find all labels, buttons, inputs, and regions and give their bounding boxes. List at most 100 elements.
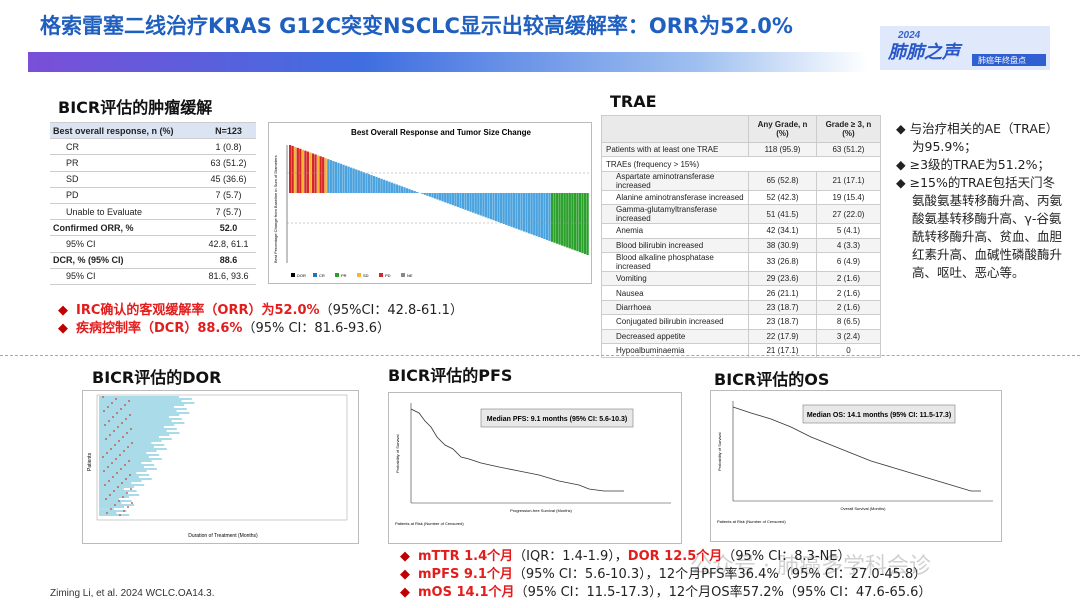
bullet-text: （95% CI：8.3-NE） [722,549,851,564]
table-cell: 63 (51.2) [815,141,882,158]
table-cell: Alanine aminotransferase increased [600,189,750,206]
event-dot [114,444,116,446]
event-dot [126,432,128,434]
table-cell: SD [50,170,202,188]
x-axis-label: Progression-free Survival (Months) [510,508,572,513]
waterfall-bar [507,193,510,226]
table-cell: Confirmed ORR, % [50,219,202,237]
bullet-text: ≥15%的TRAE包括天门冬氨酸氨基转移酶升高、丙氨酸氨基转移酶升高、γ-谷氨酰… [909,175,1063,280]
waterfall-bar [578,193,582,253]
table-cell: Decreased appetite [600,328,750,344]
waterfall-bar [413,191,416,193]
table-row: 95% CI 42.8, 61.1 [50,235,256,253]
event-dot [111,462,113,464]
event-dot [106,452,108,454]
separator [0,355,1080,356]
event-dot [123,450,125,452]
citation: Ziming Li, et al. 2024 WCLC.OA14.3. [50,588,215,599]
event-dot [113,430,115,432]
table-cell: 19 (15.4) [815,189,882,206]
event-dot [124,404,126,406]
event-dot [115,398,117,400]
waterfall-bar [464,193,467,210]
header-stripe [28,52,868,72]
x-axis-label: Overall Survival (Months) [841,506,887,511]
waterfall-bar [421,193,424,194]
table-cell: 118 (95.9) [748,141,817,158]
table-row: Gamma-glutamyltransferase increased 51 (4… [600,204,882,225]
slide-title: 格索雷塞二线治疗KRAS G12C突变NSCLC显示出较高缓解率：ORR为52.… [40,14,793,38]
table-row: Diarrhoea 23 (18.7) 2 (1.6) [600,299,882,316]
waterfall-bar [377,177,381,193]
event-dot [129,414,131,416]
table-row: CR 1 (0.8) [50,138,256,156]
event-dot [128,460,130,462]
event-dot [121,422,123,424]
waterfall-bar [456,193,460,208]
waterfall-bar [449,193,452,205]
waterfall-bar [367,174,371,193]
waterfall-bar [505,193,508,225]
section-heading: BICR评估的肿瘤缓解 [58,98,213,117]
waterfall-bar [352,168,355,193]
waterfall-bar [431,193,434,198]
table-cell: Best overall response, n (%) [50,121,202,140]
event-dot [118,500,120,502]
table-row: Unable to Evaluate 7 (5.7) [50,202,256,221]
bullet-highlight: mTTR 1.4个月 [418,549,514,564]
table-row: Decreased appetite 22 (17.9) 3 (2.4) [600,328,882,344]
waterfall-bar [403,187,406,193]
table-cell: 4 (3.3) [815,237,882,253]
waterfall-bar [362,172,366,193]
waterfall-bar [479,193,482,216]
section-heading: TRAE [610,92,657,111]
figure-legend: DOR CR PR SD PD NE [291,273,413,278]
waterfall-bar [408,189,411,193]
waterfall-bar [520,193,523,231]
table-cell: N=123 [201,121,256,140]
waterfall-bar [477,193,480,215]
event-dot [128,400,130,402]
waterfall-bar [558,193,561,245]
summary-bullets: ◆ mTTR 1.4个月（IQR：1.4-1.9），DOR 12.5个月（95% … [400,548,931,602]
bullet-icon: ◆ [896,157,910,172]
section-heading: BICR评估的PFS [388,366,513,385]
bullet-text: （95% CI：81.6-93.6） [242,321,390,336]
bullet: ◆ 与治疗相关的AE（TRAE）为95.9%； [896,120,1066,156]
bullet-icon: ◆ [400,585,410,600]
waterfall-bar [548,193,551,241]
table-cell: Patients with at least one TRAE [600,141,750,158]
table-row: Confirmed ORR, % 52.0 [50,219,256,237]
waterfall-bar [327,159,330,193]
median-box [802,404,956,424]
waterfall-bar [454,193,457,207]
table-cell: 26 (21.1) [748,285,817,301]
table-cell: 38 (30.9) [748,237,817,253]
event-dot [105,498,107,500]
table-cell: 6 (4.9) [815,251,882,272]
event-dot [105,438,107,440]
event-dot [109,494,111,496]
os-figure: Median OS: 14.1 months (95% CI: 11.5-17.… [710,390,1002,542]
bullet-text: 与治疗相关的AE（TRAE）为95.9%； [909,121,1059,154]
event-dot [119,454,121,456]
table-row: Conjugated bilirubin increased 23 (18.7) 8… [600,314,882,330]
waterfall-bar [510,193,513,227]
bullet-text: （95% CI：5.6-10.3），12个月PFS率36.4%（95% CI：2… [512,567,927,582]
event-dot [122,496,124,498]
legend-swatch [335,273,339,277]
waterfall-bar [525,193,528,233]
waterfall-bar [334,161,338,193]
table-cell: TRAEs (frequency > 15%) [601,156,881,172]
table-row: Alanine aminotransferase increased 52 (42… [600,189,882,206]
event-dot [103,410,105,412]
event-dot [118,440,120,442]
table-cell: 27 (22.0) [815,204,882,225]
event-dot [108,480,110,482]
waterfall-bar [484,193,488,218]
table-row: TRAEs (frequency > 15%) [601,156,881,172]
table-cell: Conjugated bilirubin increased [600,314,750,330]
waterfall-bar [357,170,360,193]
waterfall-bar [487,193,490,219]
table-cell: 81.6, 93.6 [201,267,256,285]
